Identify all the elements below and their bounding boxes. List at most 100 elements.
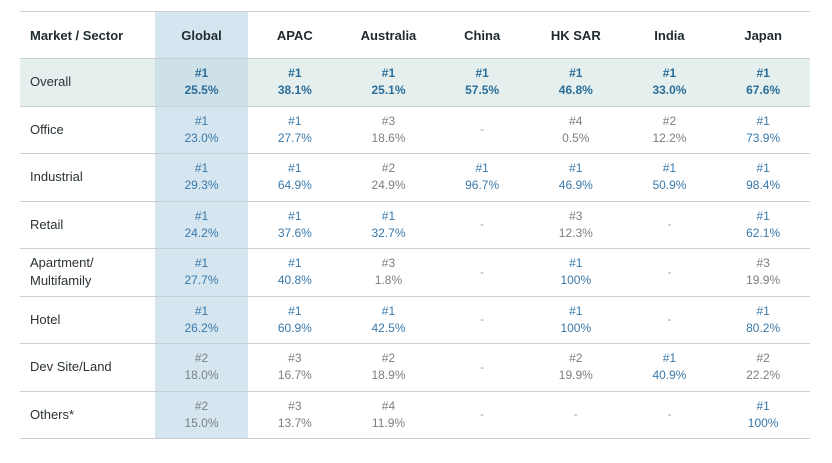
cell-content: #3 18.6% xyxy=(342,113,436,147)
data-cell: #1 96.7% xyxy=(435,153,529,202)
cell-content: #2 18.9% xyxy=(342,350,436,384)
cell-content: - xyxy=(480,122,485,137)
share-value: 100% xyxy=(560,273,592,288)
cell-content: #1 27.7% xyxy=(155,255,248,289)
rank-value: #3 xyxy=(756,256,770,271)
rank-value: #1 xyxy=(194,161,209,176)
rank-value: #4 xyxy=(569,113,583,128)
share-value: 1.8% xyxy=(374,273,403,288)
data-cell: #1 98.4% xyxy=(716,153,810,202)
rank-value: #1 xyxy=(194,66,209,81)
cell-content: #3 12.3% xyxy=(529,208,623,242)
rank-value: #3 xyxy=(381,256,396,271)
share-value: 12.3% xyxy=(558,225,593,240)
cell-content: #1 98.4% xyxy=(716,160,810,194)
column-header-hk-sar: HK SAR xyxy=(528,11,623,59)
rank-value: #1 xyxy=(756,398,770,413)
row-label: Apartment/Multifamily xyxy=(20,248,155,297)
cell-content: #1 40.8% xyxy=(248,255,342,289)
rank-value: #1 xyxy=(475,161,489,176)
cell-content: - xyxy=(667,407,672,422)
share-value: 100% xyxy=(747,415,779,430)
data-cell: - xyxy=(435,106,529,154)
table-row: Hotel #1 26.2% #1 60.9% #1 42.5% - #1 100% - #1 80.2… xyxy=(20,296,810,344)
cell-content: #1 57.5% xyxy=(435,65,529,99)
cell-content: #1 67.6% xyxy=(716,65,810,99)
data-cell: #1 32.7% xyxy=(341,201,436,249)
cell-content: #1 62.1% xyxy=(716,208,810,242)
row-label-line: Apartment/ xyxy=(30,255,94,271)
cell-content: #2 22.2% xyxy=(716,350,810,384)
cell-content: #1 73.9% xyxy=(716,113,810,147)
header-row: Market / Sector Global APAC Australia China H… xyxy=(20,11,810,59)
cell-content: #1 25.5% xyxy=(155,65,248,99)
rank-value: #1 xyxy=(381,208,396,223)
column-header-market-sector: Market / Sector xyxy=(20,11,155,59)
share-value: 60.9% xyxy=(277,320,312,335)
cell-content: #1 96.7% xyxy=(435,160,529,194)
cell-content: #1 100% xyxy=(529,303,623,337)
share-value: 64.9% xyxy=(277,178,312,193)
rank-value: #1 xyxy=(288,303,302,318)
data-cell: #3 19.9% xyxy=(716,248,810,297)
rank-value: #1 xyxy=(288,113,302,128)
rank-value: #1 xyxy=(475,66,489,81)
rank-value: #1 xyxy=(756,208,770,223)
cell-content: - xyxy=(480,407,485,422)
cell-content: #3 19.9% xyxy=(716,255,810,289)
cell-content: #2 18.0% xyxy=(155,350,248,384)
share-value: 29.3% xyxy=(184,178,219,193)
data-cell: #1 40.9% xyxy=(622,343,717,392)
data-cell: - xyxy=(622,248,717,297)
rank-value: #4 xyxy=(381,398,396,413)
rank-value: #3 xyxy=(569,208,583,223)
share-value: 16.7% xyxy=(277,368,312,383)
column-header-japan: Japan xyxy=(716,11,810,59)
rank-value: #1 xyxy=(288,66,302,81)
cell-content: #1 25.1% xyxy=(342,65,436,99)
cell-content: #2 19.9% xyxy=(529,350,623,384)
data-cell: #1 25.1% xyxy=(341,58,436,107)
row-label: Hotel xyxy=(20,296,155,344)
data-cell: #1 25.5% xyxy=(155,58,248,107)
data-cell: #2 18.0% xyxy=(155,343,248,392)
table-row: Office #1 23.0% #1 27.7% #3 18.6% - #4 0.5% #2 12.2… xyxy=(20,106,810,154)
column-header-china: China xyxy=(435,11,529,59)
share-value: 37.6% xyxy=(277,225,312,240)
rank-value: #1 xyxy=(288,161,302,176)
data-cell: #2 15.0% xyxy=(155,391,248,439)
data-cell: - xyxy=(435,343,529,392)
cell-content: #1 46.8% xyxy=(529,65,623,99)
table-row: Industrial #1 29.3% #1 64.9% #2 24.9% #1 96.7% #1… xyxy=(20,153,810,202)
data-cell: #4 0.5% xyxy=(528,106,623,154)
share-value: 98.4% xyxy=(746,178,781,193)
data-cell: #1 46.8% xyxy=(528,58,623,107)
rank-value: #1 xyxy=(756,113,770,128)
rank-value: #3 xyxy=(288,398,302,413)
cell-content: #1 64.9% xyxy=(248,160,342,194)
cell-content: #1 40.9% xyxy=(623,350,717,384)
data-cell: #3 1.8% xyxy=(341,248,436,297)
share-value: 57.5% xyxy=(465,83,500,98)
row-label: Dev Site/Land xyxy=(20,343,155,392)
rank-value: #2 xyxy=(194,351,209,366)
rank-value: #3 xyxy=(381,113,396,128)
data-cell: - xyxy=(435,391,529,439)
data-cell: - xyxy=(622,391,717,439)
cell-content: #3 1.8% xyxy=(342,255,436,289)
market-share-table-wrapper: Market / Sector Global APAC Australia China H… xyxy=(20,11,810,439)
table-row: Dev Site/Land #2 18.0% #3 16.7% #2 18.9% - #2 19.… xyxy=(20,343,810,392)
market-share-table: Market / Sector Global APAC Australia China H… xyxy=(20,11,810,439)
data-cell: - xyxy=(435,248,529,297)
cell-content: #1 37.6% xyxy=(248,208,342,242)
cell-content: #1 23.0% xyxy=(155,113,248,147)
data-cell: - xyxy=(622,201,717,249)
data-cell: #1 57.5% xyxy=(435,58,529,107)
cell-content: #4 11.9% xyxy=(342,398,436,432)
rank-value: #1 xyxy=(381,303,396,318)
rank-value: #2 xyxy=(381,161,396,176)
data-cell: #1 50.9% xyxy=(622,153,717,202)
data-cell: #1 60.9% xyxy=(248,296,342,344)
rank-value: #1 xyxy=(756,66,770,81)
data-cell: #2 22.2% xyxy=(716,343,810,392)
